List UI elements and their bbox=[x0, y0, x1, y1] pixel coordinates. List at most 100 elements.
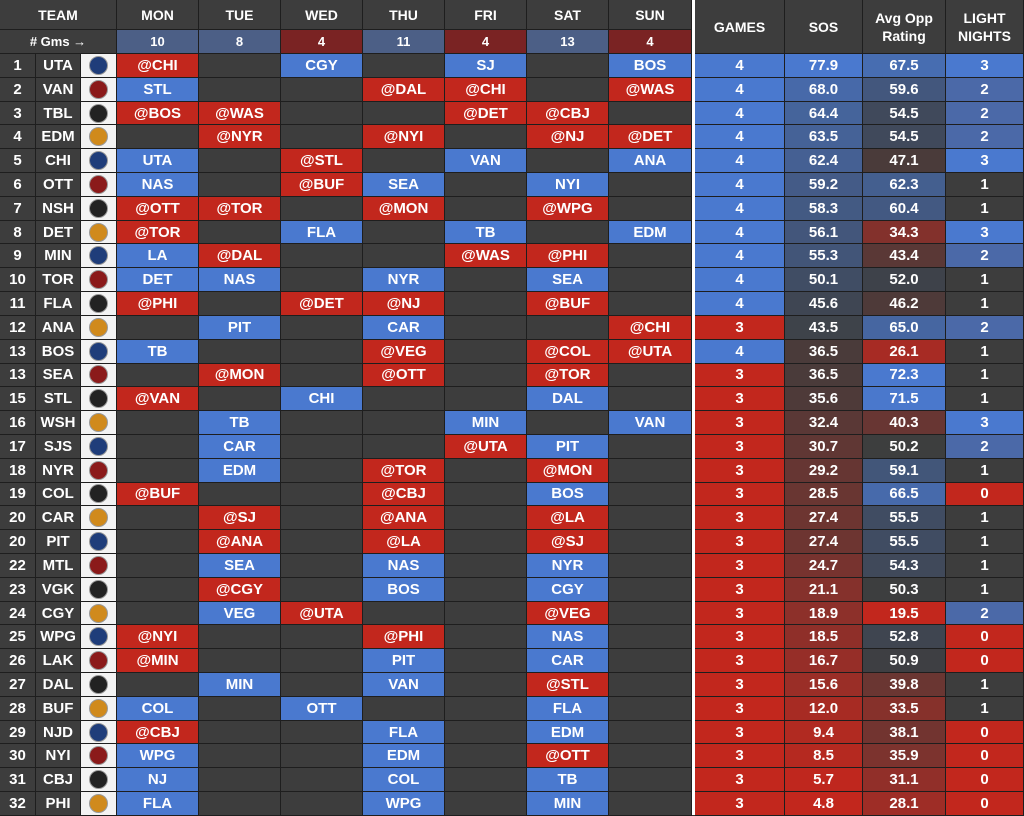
avg-opp-cell: 35.9 bbox=[863, 744, 946, 769]
game-cell-fri bbox=[445, 173, 527, 197]
game-cell-wed bbox=[281, 649, 363, 674]
game-cell-tue bbox=[199, 292, 281, 316]
game-cell-sun: @WAS bbox=[609, 77, 692, 102]
light-nights-cell: 1 bbox=[946, 696, 1024, 721]
game-cell-thu: @ANA bbox=[363, 506, 445, 531]
light-nights-cell: 1 bbox=[946, 387, 1024, 412]
light-nights-cell: 2 bbox=[946, 434, 1024, 459]
game-cell-tue bbox=[199, 220, 281, 245]
games-cell: 3 bbox=[695, 315, 785, 340]
rank-cell: 25 bbox=[0, 625, 36, 650]
team-cell: UTA bbox=[36, 54, 81, 78]
capitals-logo-icon bbox=[89, 413, 108, 433]
game-cell-mon: STL bbox=[117, 77, 199, 102]
game-cell-wed bbox=[281, 315, 363, 340]
game-cell-fri bbox=[445, 458, 527, 483]
game-cell-tue: CAR bbox=[199, 434, 281, 459]
game-cell-sun bbox=[609, 649, 692, 674]
game-cell-thu: @LA bbox=[363, 530, 445, 554]
game-cell-wed bbox=[281, 625, 363, 650]
game-cell-tue bbox=[199, 649, 281, 674]
game-cell-tue bbox=[199, 792, 281, 816]
game-cell-tue: VEG bbox=[199, 601, 281, 626]
game-cell-wed bbox=[281, 101, 363, 126]
game-cell-sat: PIT bbox=[527, 434, 609, 459]
game-cell-fri: @CHI bbox=[445, 77, 527, 102]
sos-cell: 43.5 bbox=[785, 315, 863, 340]
rangers-logo-icon bbox=[89, 460, 108, 480]
team-cell: CGY bbox=[36, 601, 81, 626]
table-row: 4 EDM @NYR @NYI @NJ @DET 4 63.5 54.5 2 bbox=[0, 125, 1024, 150]
games-cell: 3 bbox=[695, 458, 785, 483]
game-cell-mon: WPG bbox=[117, 744, 199, 769]
team-cell: TOR bbox=[36, 268, 81, 293]
avg-opp-cell: 52.0 bbox=[863, 268, 946, 293]
light-nights-cell: 0 bbox=[946, 792, 1024, 816]
avg-opp-header: Avg Opp Rating bbox=[863, 0, 946, 54]
game-cell-fri bbox=[445, 792, 527, 816]
game-cell-sat: DAL bbox=[527, 387, 609, 412]
game-cell-tue bbox=[199, 77, 281, 102]
avg-opp-cell: 59.6 bbox=[863, 77, 946, 102]
team-logo-cell bbox=[81, 101, 117, 126]
table-row: 24 CGY VEG @UTA @VEG 3 18.9 19.5 2 bbox=[0, 601, 1024, 626]
team-cell: FLA bbox=[36, 292, 81, 316]
light-nights-cell: 2 bbox=[946, 125, 1024, 150]
game-cell-wed bbox=[281, 363, 363, 388]
game-cell-mon: DET bbox=[117, 268, 199, 293]
rank-cell: 15 bbox=[0, 387, 36, 412]
rank-cell: 10 bbox=[0, 268, 36, 293]
team-cell: TBL bbox=[36, 101, 81, 126]
sos-cell: 16.7 bbox=[785, 649, 863, 674]
day-header-tue: TUE bbox=[199, 0, 281, 30]
game-cell-sat: CGY bbox=[527, 577, 609, 602]
table-row: 12 ANA PIT CAR @CHI 3 43.5 65.0 2 bbox=[0, 315, 1024, 340]
gms-count-tue: 8 bbox=[199, 30, 281, 54]
rank-cell: 17 bbox=[0, 434, 36, 459]
avg-opp-cell: 59.1 bbox=[863, 458, 946, 483]
rank-cell: 2 bbox=[0, 77, 36, 102]
team-logo-cell bbox=[81, 292, 117, 316]
team-cell: LAK bbox=[36, 649, 81, 674]
team-cell: NSH bbox=[36, 196, 81, 221]
game-cell-wed bbox=[281, 744, 363, 769]
oilers-logo-icon bbox=[89, 127, 108, 147]
light-nights-cell: 1 bbox=[946, 292, 1024, 316]
game-cell-thu: @VEG bbox=[363, 339, 445, 364]
game-cell-sat: BOS bbox=[527, 482, 609, 507]
game-cell-thu: @MON bbox=[363, 196, 445, 221]
team-header: TEAM bbox=[0, 0, 117, 30]
game-cell-mon bbox=[117, 601, 199, 626]
day-header-fri: FRI bbox=[445, 0, 527, 30]
game-cell-sun: VAN bbox=[609, 411, 692, 435]
sos-cell: 50.1 bbox=[785, 268, 863, 293]
islanders-logo-icon bbox=[89, 746, 108, 766]
games-cell: 3 bbox=[695, 673, 785, 697]
game-cell-wed: @UTA bbox=[281, 601, 363, 626]
team-logo-cell bbox=[81, 149, 117, 174]
game-cell-sun bbox=[609, 768, 692, 793]
game-cell-thu bbox=[363, 387, 445, 412]
canadiens-logo-icon bbox=[89, 555, 108, 575]
game-cell-sat: TB bbox=[527, 768, 609, 793]
game-cell-sat: FLA bbox=[527, 696, 609, 721]
team-cell: WSH bbox=[36, 411, 81, 435]
table-row: 19 COL @BUF @CBJ BOS 3 28.5 66.5 0 bbox=[0, 482, 1024, 507]
game-cell-fri bbox=[445, 387, 527, 412]
game-cell-sat: SEA bbox=[527, 268, 609, 293]
game-cell-fri bbox=[445, 673, 527, 697]
avg-opp-cell: 33.5 bbox=[863, 696, 946, 721]
gms-count-sat: 13 bbox=[527, 30, 609, 54]
game-cell-wed bbox=[281, 339, 363, 364]
team-cell: ANA bbox=[36, 315, 81, 340]
game-cell-thu: SEA bbox=[363, 173, 445, 197]
sos-cell: 27.4 bbox=[785, 506, 863, 531]
team-cell: CAR bbox=[36, 506, 81, 531]
avg-opp-cell: 43.4 bbox=[863, 244, 946, 269]
table-row: 15 STL @VAN CHI DAL 3 35.6 71.5 1 bbox=[0, 387, 1024, 412]
game-cell-tue bbox=[199, 696, 281, 721]
avalanche-logo-icon bbox=[89, 484, 108, 504]
game-cell-sun: @UTA bbox=[609, 339, 692, 364]
game-cell-sat: @WPG bbox=[527, 196, 609, 221]
utah-logo-icon bbox=[89, 55, 108, 75]
